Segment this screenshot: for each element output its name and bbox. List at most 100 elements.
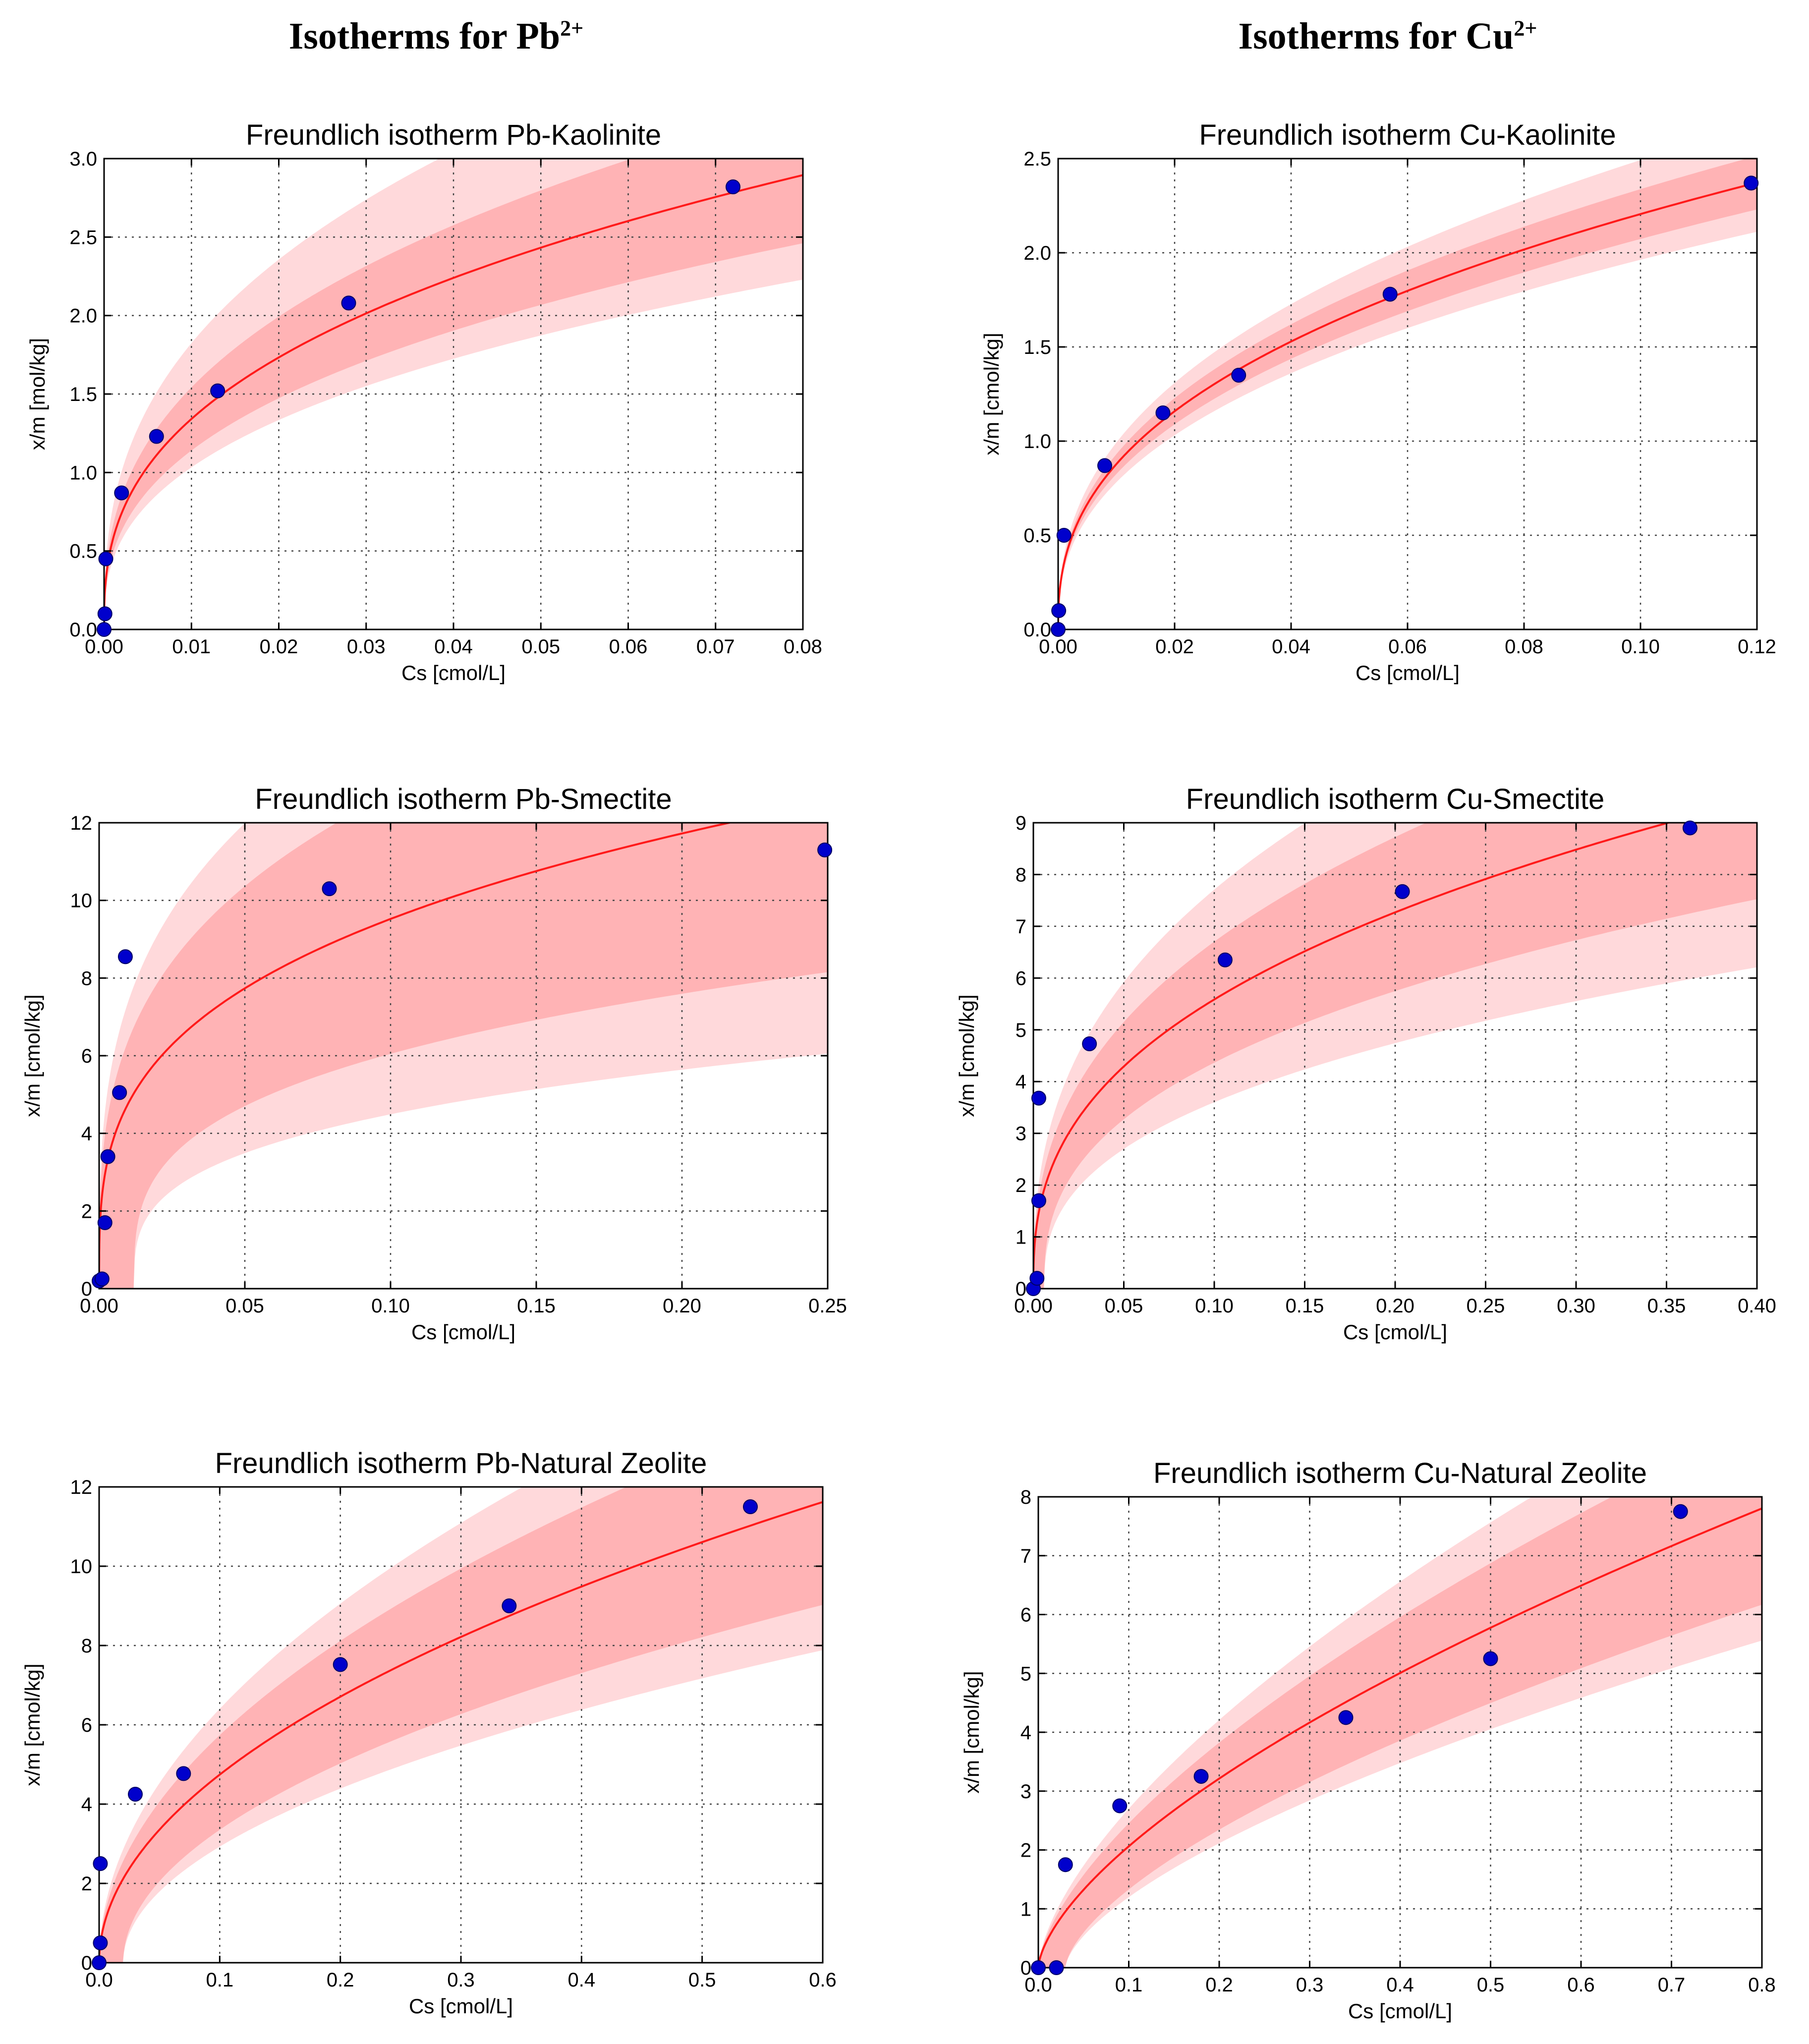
column-header-pb-text: Isotherms for Pb	[288, 15, 561, 57]
data-point	[210, 383, 226, 398]
y-tick-label: 2	[81, 1873, 92, 1895]
x-tick-label: 0.02	[1155, 636, 1194, 658]
chart-title: Freundlich isotherm Cu-Smectite	[1186, 783, 1605, 815]
x-tick-label: 0.06	[1388, 636, 1427, 658]
x-tick-label: 0.4	[1386, 1974, 1414, 1996]
data-point	[97, 1215, 113, 1230]
x-tick-label: 0.8	[1748, 1974, 1776, 1996]
data-point	[117, 949, 133, 965]
fit-curve	[99, 823, 734, 1289]
column-header-pb-sup: 2+	[560, 16, 584, 41]
column-header-cu: Isotherms for Cu2+	[1140, 15, 1636, 58]
chart-title: Freundlich isotherm Pb-Kaolinite	[246, 119, 661, 151]
y-tick-label: 4	[1020, 1722, 1031, 1744]
x-tick-label: 0.2	[327, 1969, 354, 1991]
data-point	[1058, 1857, 1073, 1873]
data-point	[1031, 1960, 1046, 1975]
y-tick-label: 2.5	[1023, 148, 1051, 170]
fit-curve	[99, 1501, 823, 1963]
x-tick-label: 0.05	[226, 1295, 264, 1317]
x-axis-label: Cs [cmol/L]	[1348, 1999, 1452, 2023]
data-point	[341, 295, 356, 311]
y-tick-label: 7	[1016, 916, 1026, 938]
x-tick-label: 0.20	[663, 1295, 701, 1317]
data-point	[743, 1499, 758, 1514]
fit-curve	[1058, 181, 1757, 629]
confidence-band-inner	[99, 823, 828, 1289]
x-tick-label: 0.15	[517, 1295, 556, 1317]
y-tick-label: 5	[1020, 1663, 1031, 1685]
y-tick-label: 1	[1020, 1898, 1031, 1920]
y-tick-label: 2	[1020, 1840, 1031, 1862]
confidence-band-inner	[104, 159, 803, 629]
y-axis-label: x/m [cmol/kg]	[980, 333, 1003, 455]
y-tick-label: 8	[81, 1635, 92, 1657]
y-tick-label: 0.0	[69, 619, 97, 641]
data-point	[726, 179, 740, 194]
x-tick-label: 0.35	[1647, 1295, 1686, 1317]
x-tick-label: 0.00	[80, 1295, 118, 1317]
x-tick-label: 0.04	[1272, 636, 1310, 658]
y-tick-label: 0.0	[1023, 619, 1051, 641]
x-axis-label: Cs [cmol/L]	[409, 1994, 513, 2018]
y-tick-label: 1	[1016, 1227, 1026, 1249]
fit-curve	[104, 174, 803, 629]
chart-pb-natural-zeolite: Freundlich isotherm Pb-Natural Zeolite 0.…	[21, 1447, 837, 2018]
data-point	[1056, 528, 1072, 543]
y-tick-label: 2.5	[69, 227, 97, 248]
y-tick-label: 4	[1016, 1071, 1026, 1093]
x-tick-label: 0.00	[1014, 1295, 1053, 1317]
x-tick-label: 0.08	[1505, 636, 1543, 658]
y-tick-label: 0.5	[1023, 525, 1051, 547]
x-tick-label: 0.10	[1195, 1295, 1234, 1317]
x-axis-label: Cs [cmol/L]	[1343, 1320, 1447, 1344]
data-point	[92, 1955, 107, 1970]
y-tick-label: 8	[81, 967, 92, 989]
y-tick-label: 3.0	[69, 148, 97, 170]
x-tick-label: 0.06	[609, 636, 648, 658]
y-tick-label: 6	[1016, 967, 1026, 989]
y-tick-label: 0	[81, 1952, 92, 1974]
y-tick-label: 0.5	[69, 541, 97, 563]
y-tick-label: 5	[1016, 1020, 1026, 1041]
x-tick-label: 0.4	[568, 1969, 596, 1991]
chart-pb-smectite: Freundlich isotherm Pb-Smectite 0.00 0.05 0…	[21, 783, 847, 1344]
data-point	[93, 1935, 108, 1950]
data-point	[1112, 1798, 1128, 1814]
data-point	[1155, 405, 1171, 420]
data-point	[333, 1657, 348, 1672]
y-tick-label: 1.0	[69, 462, 97, 484]
x-tick-label: 0.30	[1557, 1295, 1595, 1317]
data-point	[1231, 368, 1246, 383]
data-point	[176, 1766, 191, 1781]
chart-title: Freundlich isotherm Pb-Smectite	[255, 783, 672, 815]
x-tick-label: 0.25	[808, 1295, 847, 1317]
fit-curve	[1033, 823, 1672, 1289]
x-tick-label: 0.10	[371, 1295, 410, 1317]
confidence-band-inner	[1033, 823, 1757, 1289]
x-tick-label: 0.7	[1658, 1974, 1686, 1996]
data-point	[1682, 820, 1697, 836]
chart-title: Freundlich isotherm Pb-Natural Zeolite	[215, 1447, 707, 1479]
y-tick-label: 12	[70, 812, 93, 834]
data-point	[1082, 1036, 1097, 1051]
data-point	[1338, 1710, 1354, 1725]
y-tick-label: 2.0	[69, 305, 97, 327]
data-point	[1029, 1271, 1045, 1286]
y-tick-label: 6	[81, 1045, 92, 1067]
x-tick-label: 0.04	[434, 636, 473, 658]
y-tick-label: 0	[1016, 1278, 1026, 1300]
y-tick-label: 1.5	[1023, 337, 1051, 358]
x-tick-label: 0.3	[1296, 1974, 1324, 1996]
x-tick-label: 0.5	[688, 1969, 716, 1991]
y-tick-label: 1.5	[69, 384, 97, 405]
x-tick-label: 0.5	[1477, 1974, 1505, 1996]
data-point	[1395, 884, 1410, 899]
x-tick-label: 0.01	[172, 636, 211, 658]
y-tick-label: 6	[81, 1714, 92, 1736]
chart-cu-smectite: Freundlich isotherm Cu-Smectite 0.00 0.05 0…	[955, 783, 1776, 1344]
x-tick-label: 0.0	[85, 1969, 113, 1991]
y-tick-label: 12	[70, 1476, 93, 1498]
data-point	[1217, 952, 1233, 967]
